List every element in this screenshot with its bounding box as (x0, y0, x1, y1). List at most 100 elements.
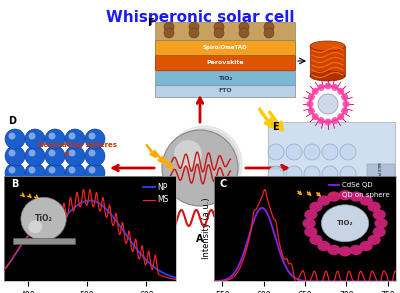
Circle shape (196, 156, 212, 172)
MS (2, 268, 6, 272)
Circle shape (322, 210, 338, 226)
Circle shape (28, 166, 36, 173)
Bar (367, 186, 395, 208)
Circle shape (341, 93, 348, 100)
Legend: NP, MS: NP, MS (140, 180, 172, 207)
Text: Resonating spheres: Resonating spheres (38, 142, 117, 155)
Circle shape (239, 22, 249, 32)
CdSe QD (328, 280, 332, 283)
QD on sphere (262, 188, 267, 191)
CdSe QD (260, 206, 264, 210)
Circle shape (164, 22, 174, 32)
Circle shape (162, 130, 238, 206)
Circle shape (45, 146, 65, 166)
Circle shape (171, 131, 237, 197)
Circle shape (65, 129, 85, 149)
Bar (5, 185, 120, 197)
Bar (5, 209, 120, 221)
Circle shape (318, 117, 325, 124)
MS (132, 241, 137, 244)
Circle shape (322, 188, 338, 204)
Circle shape (65, 163, 85, 183)
MS (111, 223, 116, 226)
Circle shape (337, 113, 344, 120)
Text: E: E (272, 122, 279, 132)
Circle shape (341, 108, 348, 114)
CdSe QD (322, 280, 327, 283)
Bar (5, 221, 120, 233)
Text: B: B (11, 179, 18, 189)
Bar (367, 208, 395, 230)
Circle shape (8, 166, 16, 173)
Circle shape (331, 117, 338, 124)
CdSe QD (223, 278, 228, 282)
Circle shape (268, 210, 284, 226)
Circle shape (5, 129, 25, 149)
Circle shape (304, 166, 320, 182)
Circle shape (5, 146, 25, 166)
Circle shape (324, 118, 332, 125)
Circle shape (306, 100, 314, 108)
NP (132, 245, 137, 248)
Circle shape (199, 159, 209, 169)
Circle shape (88, 132, 96, 139)
QD on sphere (388, 287, 393, 290)
Circle shape (342, 100, 350, 108)
Circle shape (65, 146, 85, 166)
Circle shape (176, 136, 232, 192)
Ellipse shape (310, 41, 345, 51)
Circle shape (286, 210, 302, 226)
Text: F: F (147, 18, 154, 28)
Text: Composite TiO₂: Composite TiO₂ (272, 218, 319, 223)
Circle shape (88, 149, 96, 156)
NP (102, 205, 106, 209)
NP (2, 268, 6, 271)
Circle shape (186, 146, 222, 182)
Circle shape (264, 22, 274, 32)
MS (12, 253, 17, 257)
Circle shape (331, 84, 338, 91)
Line: MS: MS (4, 190, 176, 280)
Circle shape (239, 28, 249, 38)
Circle shape (179, 139, 229, 189)
Line: QD on sphere: QD on sphere (214, 190, 396, 289)
NP (111, 216, 116, 219)
Bar (155, 40, 295, 55)
Circle shape (286, 144, 302, 160)
Circle shape (340, 210, 356, 226)
Circle shape (8, 132, 16, 139)
Bar (155, 55, 295, 70)
Circle shape (189, 149, 219, 179)
QD on sphere (394, 270, 398, 274)
Circle shape (337, 88, 344, 95)
Text: A: A (196, 234, 204, 244)
Circle shape (88, 166, 96, 173)
Text: Whisperonic solar cell: Whisperonic solar cell (106, 10, 294, 25)
QD on sphere (318, 282, 322, 286)
Circle shape (264, 28, 274, 38)
Text: FTO: FTO (379, 193, 383, 201)
Text: AZO: AZO (57, 212, 68, 217)
MS (174, 278, 178, 281)
MS (150, 268, 155, 271)
Bar (155, 71, 295, 85)
Text: Spiro/OmeTAD: Spiro/OmeTAD (203, 45, 247, 50)
Circle shape (48, 149, 56, 156)
Circle shape (184, 144, 224, 184)
Circle shape (340, 166, 356, 182)
Circle shape (25, 129, 45, 149)
Bar (367, 164, 395, 186)
NP (150, 264, 155, 268)
Circle shape (202, 161, 206, 166)
Circle shape (308, 108, 315, 114)
Circle shape (45, 129, 65, 149)
Circle shape (68, 132, 76, 139)
Circle shape (214, 28, 224, 38)
Circle shape (174, 134, 234, 194)
Text: Absorbing layer: Absorbing layer (41, 200, 84, 205)
QD on sphere (212, 280, 216, 283)
CdSe QD (394, 280, 398, 283)
Circle shape (168, 129, 240, 200)
Circle shape (318, 84, 325, 91)
Bar (310, 46, 345, 76)
